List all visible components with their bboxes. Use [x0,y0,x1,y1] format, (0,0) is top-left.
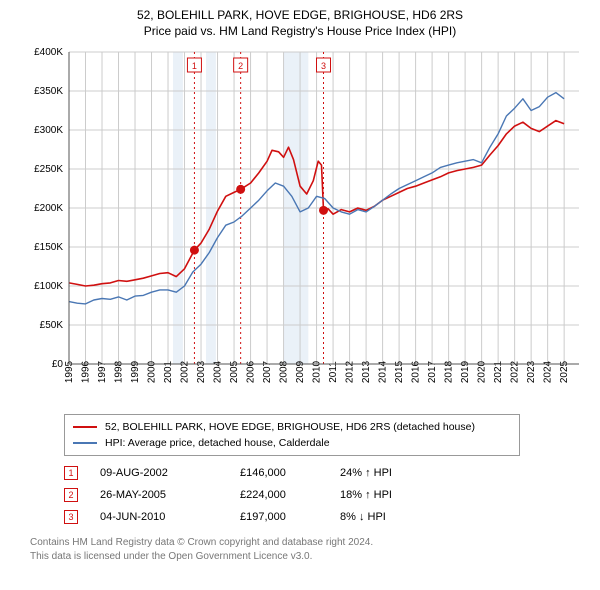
footer: Contains HM Land Registry data © Crown c… [30,536,586,563]
svg-text:£400K: £400K [34,47,63,58]
svg-text:£100K: £100K [34,281,63,292]
legend-label: HPI: Average price, detached house, Cald… [105,437,330,449]
svg-text:1: 1 [192,61,197,71]
legend-item: HPI: Average price, detached house, Cald… [73,435,511,451]
chart-container: 52, BOLEHILL PARK, HOVE EDGE, BRIGHOUSE,… [0,0,600,573]
title-sub: Price paid vs. HM Land Registry's House … [14,24,586,38]
event-delta: 24% ↑ HPI [340,467,440,479]
event-marker: 3 [64,510,78,524]
legend: 52, BOLEHILL PARK, HOVE EDGE, BRIGHOUSE,… [64,414,520,456]
event-delta: 8% ↓ HPI [340,511,440,523]
event-price: £224,000 [240,489,340,501]
event-price: £197,000 [240,511,340,523]
event-row: 1 09-AUG-2002 £146,000 24% ↑ HPI [64,462,586,484]
event-marker: 1 [64,466,78,480]
event-date: 04-JUN-2010 [100,511,240,523]
event-row: 2 26-MAY-2005 £224,000 18% ↑ HPI [64,484,586,506]
event-date: 09-AUG-2002 [100,467,240,479]
event-price: £146,000 [240,467,340,479]
svg-text:3: 3 [321,61,326,71]
title-block: 52, BOLEHILL PARK, HOVE EDGE, BRIGHOUSE,… [14,8,586,38]
legend-item: 52, BOLEHILL PARK, HOVE EDGE, BRIGHOUSE,… [73,419,511,435]
event-row: 3 04-JUN-2010 £197,000 8% ↓ HPI [64,506,586,528]
event-delta: 18% ↑ HPI [340,489,440,501]
svg-text:£350K: £350K [34,86,63,97]
svg-text:£0: £0 [52,359,64,370]
footer-line: Contains HM Land Registry data © Crown c… [30,536,586,550]
legend-swatch [73,426,97,428]
footer-line: This data is licensed under the Open Gov… [30,550,586,564]
svg-text:2: 2 [238,61,243,71]
event-table: 1 09-AUG-2002 £146,000 24% ↑ HPI 2 26-MA… [64,462,586,528]
line-chart: £0 £50K £100K £150K £200K £250K £300K £350K £400… [14,44,586,404]
event-marker: 2 [64,488,78,502]
svg-text:£50K: £50K [40,320,64,331]
legend-label: 52, BOLEHILL PARK, HOVE EDGE, BRIGHOUSE,… [105,421,475,433]
svg-text:£200K: £200K [34,203,63,214]
event-date: 26-MAY-2005 [100,489,240,501]
title-main: 52, BOLEHILL PARK, HOVE EDGE, BRIGHOUSE,… [14,8,586,22]
svg-text:£250K: £250K [34,164,63,175]
legend-swatch [73,442,97,444]
svg-text:£300K: £300K [34,125,63,136]
svg-text:£150K: £150K [34,242,63,253]
